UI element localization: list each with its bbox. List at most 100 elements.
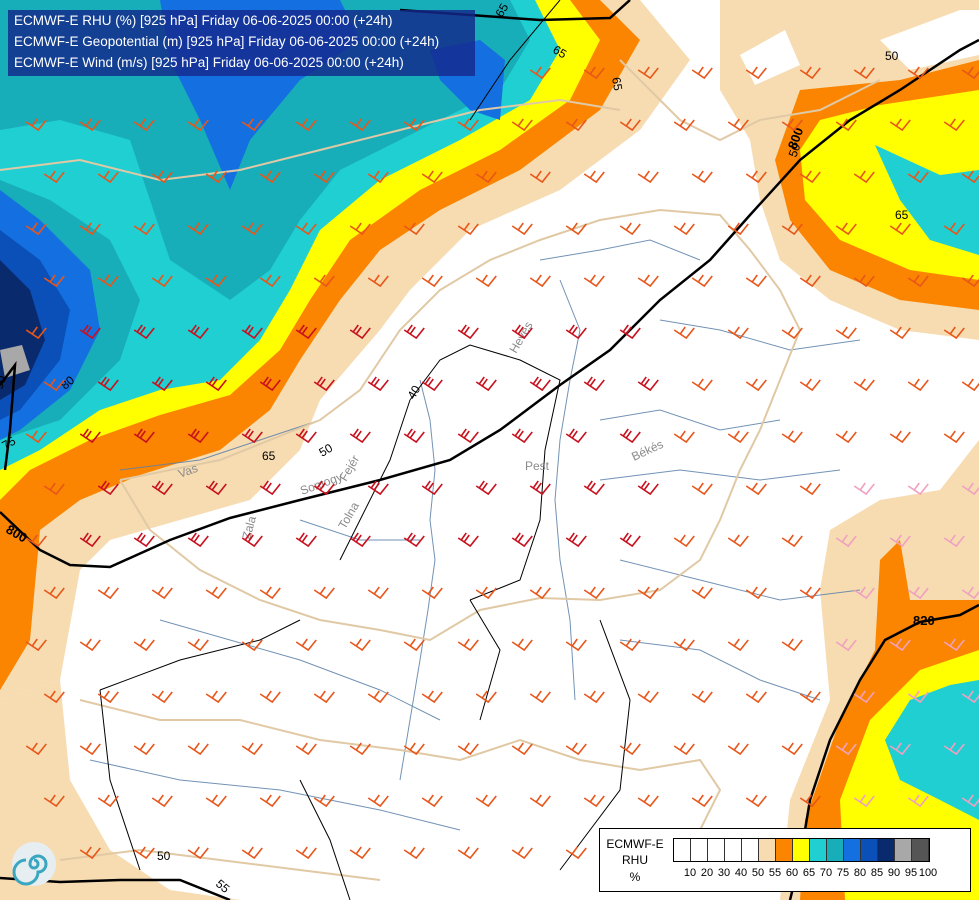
wind-barb	[853, 170, 875, 184]
wind-barb	[619, 324, 641, 340]
wind-barb	[133, 118, 155, 132]
wind-barb	[151, 376, 173, 392]
wind-barb	[79, 532, 101, 548]
wind-barb	[529, 170, 551, 184]
wind-barb	[907, 378, 929, 392]
wind-barb	[727, 534, 749, 548]
wind-barb	[745, 274, 767, 288]
wind-barb	[421, 690, 443, 704]
wind-barb	[583, 376, 605, 392]
wind-barb	[745, 690, 767, 704]
rhu-label: 65	[492, 1, 511, 20]
wind-barb	[835, 118, 857, 132]
wind-barb	[583, 586, 605, 600]
wind-barb	[79, 742, 101, 756]
wind-barb	[583, 794, 605, 808]
wind-barb	[961, 170, 979, 184]
wind-barb	[853, 66, 875, 80]
border-sw	[59, 848, 381, 881]
wind-barb	[349, 638, 371, 652]
wind-barb	[295, 222, 317, 236]
river-misc3	[299, 519, 420, 541]
wind-barb	[529, 794, 551, 808]
wind-barb	[259, 376, 281, 392]
legend-tick-label: 100	[918, 867, 938, 879]
border-south	[79, 699, 722, 831]
legend-swatch	[793, 839, 810, 861]
wind-barb	[583, 170, 605, 184]
wind-barb	[565, 428, 587, 444]
wind-barb	[961, 378, 979, 392]
wind-barb	[511, 846, 533, 860]
wind-barb	[43, 482, 65, 496]
wind-barb	[853, 378, 875, 392]
admin-lines	[99, 0, 631, 900]
wind-barb	[637, 690, 659, 704]
wind-barb	[727, 326, 749, 340]
wind-barb	[295, 742, 317, 756]
legend-swatch	[776, 839, 793, 861]
wind-barb	[889, 742, 911, 756]
wind-barb	[25, 118, 47, 132]
wind-barb	[637, 376, 659, 392]
wind-barb	[727, 742, 749, 756]
legend-swatch	[861, 839, 878, 861]
wind-barb	[151, 586, 173, 600]
wind-barb	[133, 638, 155, 652]
wind-barb	[133, 742, 155, 756]
wind-barb	[25, 534, 47, 548]
wind-barb	[943, 638, 965, 652]
wind-barb	[745, 482, 767, 496]
wind-barb	[187, 428, 209, 444]
rhu-fill-se-70	[885, 680, 979, 820]
wind-barb	[43, 274, 65, 288]
wind-barb	[259, 480, 281, 496]
wind-barb	[25, 638, 47, 652]
wind-barb	[295, 638, 317, 652]
legend-tick-label: 20	[700, 867, 714, 879]
admin-line-7	[299, 779, 351, 900]
wind-barb	[781, 534, 803, 548]
wind-barb	[259, 794, 281, 808]
wind-barb	[889, 534, 911, 548]
wind-barb	[961, 482, 979, 496]
wind-barb	[475, 586, 497, 600]
wind-barb	[457, 118, 479, 132]
wind-barb	[673, 742, 695, 756]
legend-swatch	[827, 839, 844, 861]
wind-barb	[241, 532, 263, 548]
wind-barb	[853, 586, 875, 600]
wind-barb	[349, 532, 371, 548]
wind-barb	[637, 586, 659, 600]
river-misc1	[619, 559, 861, 601]
title-rhu: ECMWF-E RHU (%) [925 hPa] Friday 06-06-2…	[14, 13, 393, 28]
wind-barb	[511, 222, 533, 236]
wind-barb	[457, 428, 479, 444]
legend-swatch	[725, 839, 742, 861]
wind-barb	[349, 742, 371, 756]
rhu-label: 50	[786, 141, 804, 159]
border-hungary	[119, 208, 802, 642]
wind-barb	[907, 690, 929, 704]
wind-barb	[853, 482, 875, 496]
wind-barb	[835, 742, 857, 756]
wind-barb	[457, 638, 479, 652]
wind-barb	[583, 690, 605, 704]
wind-barb	[961, 690, 979, 704]
wind-barb	[97, 480, 119, 496]
rivers	[89, 239, 861, 831]
wind-barb	[943, 118, 965, 132]
wind-barb	[241, 222, 263, 236]
rhu-legend: ECMWF-E RHU % 10 20 30 40 50 55 60 65 70 75 80 85 90…	[599, 828, 971, 892]
wind-barb	[529, 690, 551, 704]
wind-barb	[349, 428, 371, 444]
wind-barb	[511, 428, 533, 444]
legend-swatches	[673, 838, 930, 862]
wind-barb	[943, 222, 965, 236]
wind-barb	[673, 534, 695, 548]
wind-barb	[367, 794, 389, 808]
legend-tick-label: 75	[836, 867, 850, 879]
rhu-label: 65	[895, 208, 909, 222]
wind-barb	[853, 690, 875, 704]
